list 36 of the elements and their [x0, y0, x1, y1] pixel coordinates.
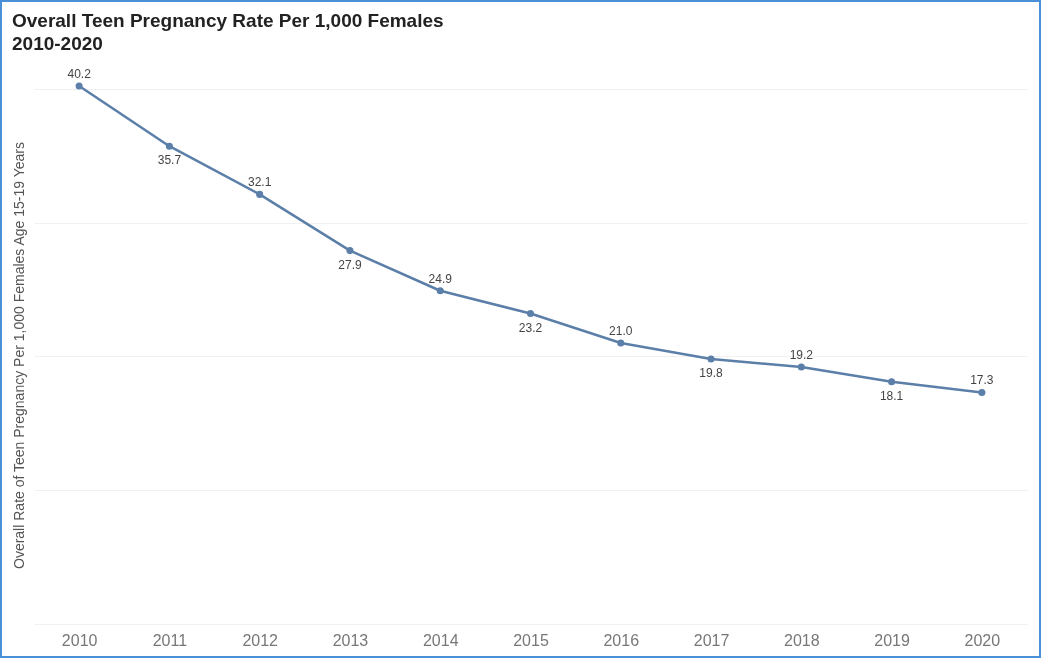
x-tick-label: 2016 — [603, 631, 640, 649]
x-tick-label: 2019 — [874, 631, 910, 649]
point — [888, 378, 896, 386]
data-label: 27.9 — [338, 257, 362, 272]
x-tick-label: 2014 — [422, 631, 459, 649]
data-label: 17.3 — [970, 373, 994, 388]
x-tick-label: 2011 — [152, 631, 188, 649]
x-tick-label: 2012 — [242, 631, 279, 649]
point — [978, 388, 986, 396]
data-label: 40.2 — [67, 67, 92, 81]
point — [797, 363, 805, 371]
data-label: 19.8 — [699, 366, 724, 381]
y-axis-title: Overall Rate of Teen Pregnancy Per 1,000 Females Age 15-19 Years — [10, 141, 27, 570]
point — [526, 309, 535, 318]
x-tick-label: 2018 — [784, 631, 820, 649]
chart-title: Overall Teen Pregnancy Rate Per 1,000 Females — [12, 10, 444, 31]
data-label: 24.9 — [428, 271, 453, 286]
x-tick-label: 2020 — [964, 631, 1001, 649]
data-label: 35.7 — [157, 153, 182, 168]
point — [617, 339, 625, 347]
data-label: 32.1 — [248, 175, 272, 190]
point — [707, 355, 715, 363]
point — [346, 247, 354, 255]
chart-subtitle: 2010-2020 — [12, 33, 103, 54]
x-tick-label: 2017 — [693, 631, 730, 649]
point — [436, 287, 444, 295]
data-label: 19.2 — [789, 348, 814, 363]
data-label: 21.0 — [609, 323, 633, 338]
x-tick-label: 2015 — [513, 631, 549, 649]
x-tick-label: 2010 — [61, 631, 98, 649]
data-label: 18.1 — [879, 388, 904, 403]
point — [165, 142, 173, 150]
point — [256, 190, 264, 198]
x-tick-label: 2013 — [332, 631, 369, 649]
point — [75, 82, 83, 90]
data-label: 23.2 — [518, 320, 543, 335]
